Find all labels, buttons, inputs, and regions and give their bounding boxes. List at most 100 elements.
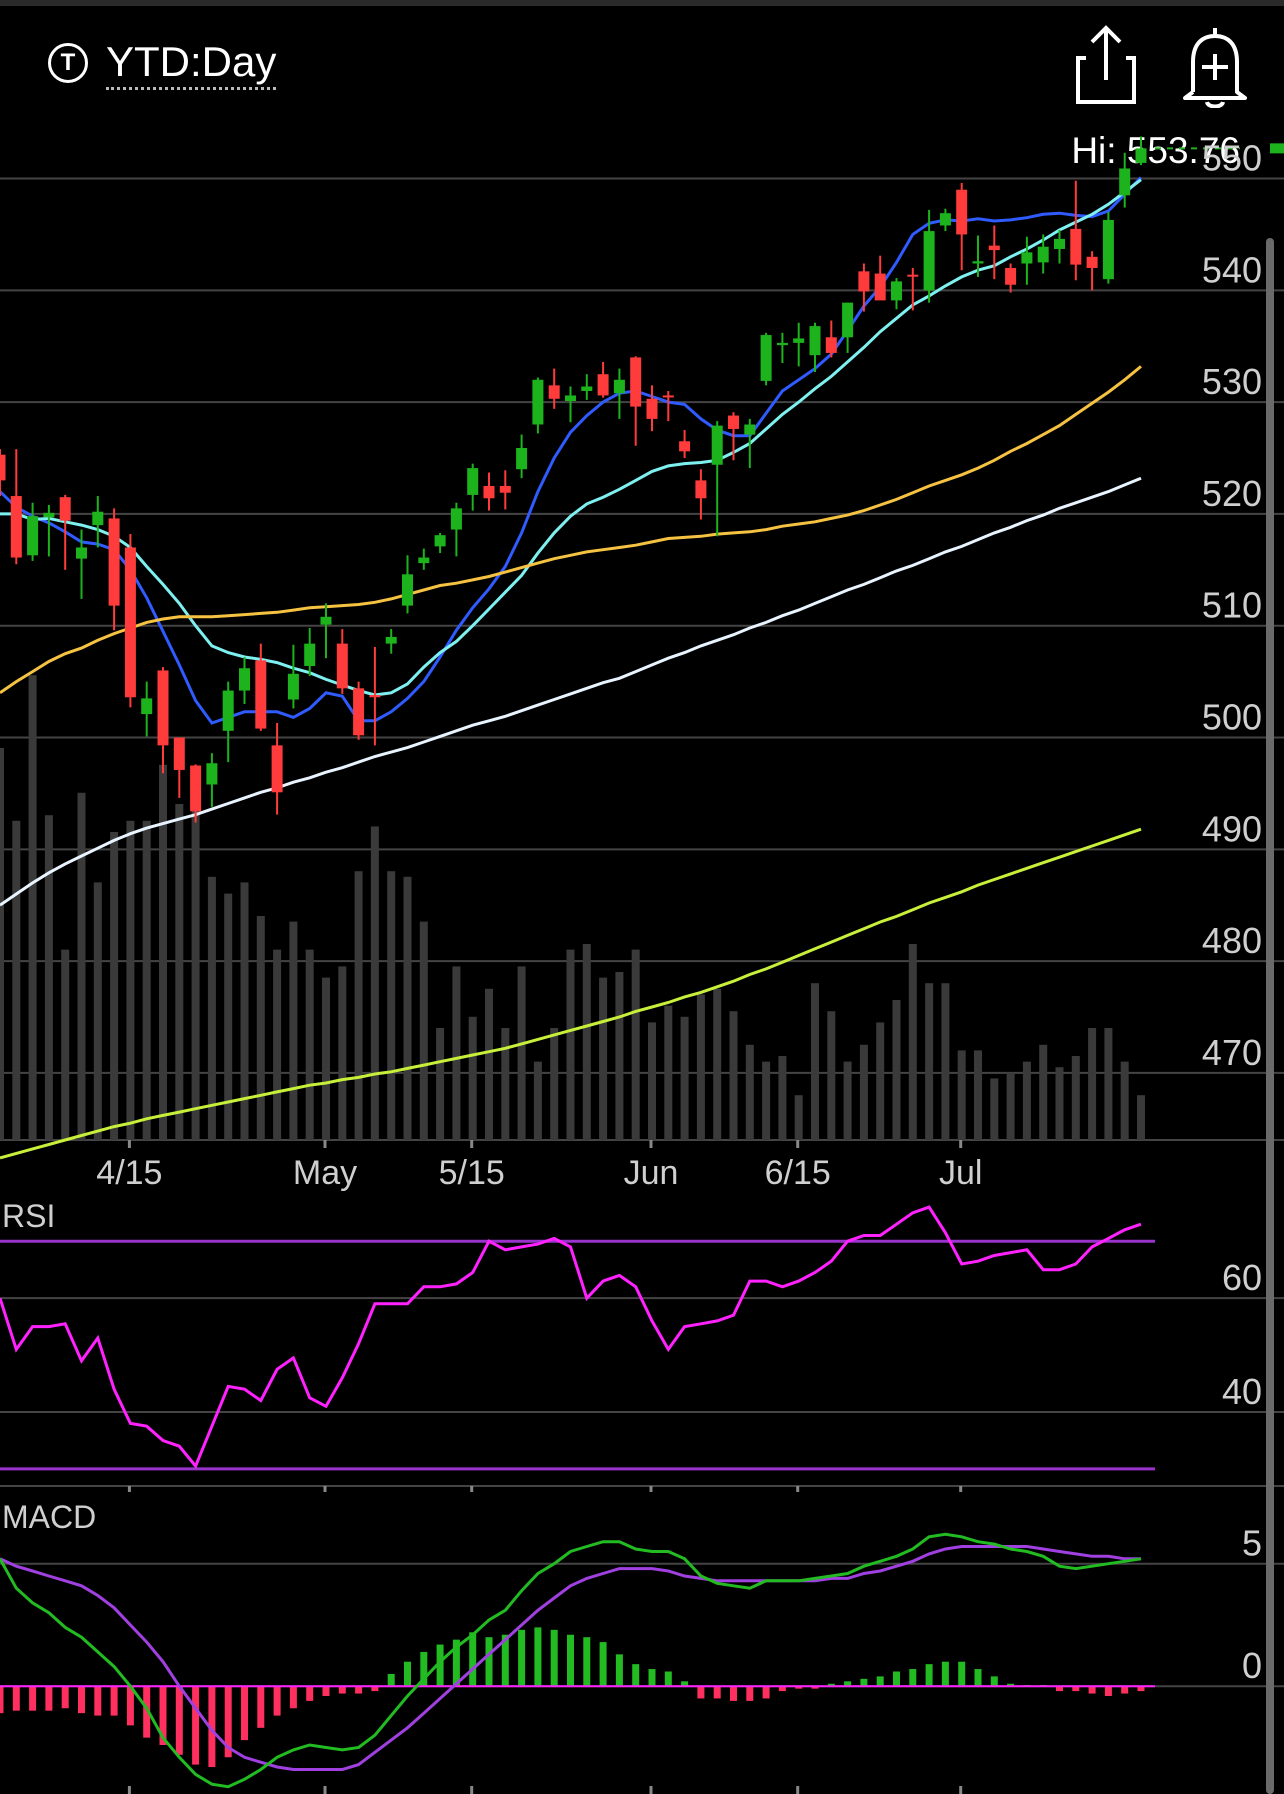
macd-histogram-bar [550, 1629, 558, 1687]
candlestick [320, 603, 332, 659]
candlestick [336, 629, 348, 694]
candlestick [728, 412, 739, 461]
macd-histogram-bar [746, 1686, 754, 1701]
candlestick [548, 368, 560, 409]
macd-histogram-bar [534, 1627, 542, 1687]
volume-bar [419, 921, 428, 1140]
volume-bar [957, 1050, 966, 1140]
macd-histogram-bar [615, 1654, 623, 1687]
candlestick [499, 470, 511, 510]
volume-bar [126, 820, 135, 1140]
candlestick [907, 267, 919, 311]
macd-title: MACD [2, 1499, 96, 1535]
price-tick-label: 530 [1202, 361, 1262, 402]
volume-bar [582, 944, 591, 1140]
volume-bar [175, 804, 184, 1140]
candle-body [157, 670, 169, 746]
candle-body [809, 326, 821, 356]
macd-histogram-bar [958, 1661, 966, 1687]
candle-body [304, 643, 316, 666]
macd-histogram-bar [762, 1686, 770, 1699]
candle-body [10, 496, 22, 558]
candlestick [450, 502, 462, 557]
macd-histogram-bar [355, 1686, 363, 1694]
candlestick [825, 320, 837, 358]
candle-body [972, 261, 984, 264]
candle-body [956, 189, 968, 235]
candle-body [923, 231, 935, 291]
candle-body [124, 547, 136, 698]
bell-plus-icon[interactable] [1180, 22, 1250, 108]
macd-histogram-bar [860, 1678, 868, 1687]
macd-histogram-bar [126, 1686, 134, 1726]
volume-bar [273, 949, 282, 1140]
macd-histogram-bar [844, 1681, 852, 1687]
candle-body [92, 511, 104, 526]
volume-bar [648, 1022, 656, 1140]
price-tick-label: 490 [1202, 808, 1262, 849]
volume-bar [403, 876, 412, 1140]
price-tick-label: 550 [1202, 138, 1262, 179]
candlestick [939, 208, 951, 232]
macd-histogram-bar [632, 1664, 640, 1687]
candle-body [516, 447, 528, 470]
x-axis-label: 4/15 [96, 1154, 162, 1192]
candlestick [141, 681, 153, 737]
candle-body [369, 695, 381, 698]
share-icon[interactable] [1074, 24, 1138, 108]
candlestick [891, 278, 902, 310]
candlestick [956, 183, 968, 271]
candlestick [206, 753, 218, 807]
volume-bar [289, 921, 298, 1140]
candle-body [353, 688, 365, 736]
candlestick [1005, 263, 1017, 293]
volume-bar [941, 983, 950, 1140]
volume-bar [93, 882, 102, 1140]
volume-bar [729, 1011, 738, 1140]
candle-body [190, 765, 202, 812]
candle-body [842, 302, 854, 338]
macd-histogram-bar [1072, 1686, 1080, 1692]
macd-histogram-bar [273, 1686, 281, 1716]
volume-bar [843, 1061, 852, 1140]
macd-histogram-bar [241, 1686, 248, 1741]
macd-histogram-bar [827, 1683, 835, 1687]
volume-bar [1104, 1028, 1113, 1140]
candlestick [27, 502, 39, 561]
candle-body [679, 441, 691, 452]
rsi-tick-label: 60 [1222, 1257, 1262, 1298]
period-selector[interactable]: T YTD:Day [48, 38, 277, 90]
volume-bar [1006, 1072, 1015, 1140]
rsi-title: RSI [2, 1198, 55, 1234]
macd-histogram-bar [1007, 1683, 1015, 1687]
candlestick [532, 377, 544, 434]
candlestick [776, 332, 788, 364]
macd-histogram-bar [306, 1686, 314, 1701]
x-axis-label: 6/15 [765, 1154, 831, 1192]
candlestick [662, 390, 674, 422]
candlestick [630, 356, 642, 446]
top-border [0, 0, 1284, 6]
macd-histogram-bar [730, 1686, 737, 1701]
ticker-badge-icon: T [48, 43, 88, 83]
candle-body [1037, 246, 1049, 263]
candle-body [206, 763, 218, 785]
candle-body [711, 425, 723, 465]
volume-bar [990, 1078, 999, 1140]
vertical-scrollbar[interactable] [1266, 238, 1274, 1794]
macd-histogram-bar [648, 1669, 656, 1687]
candlestick [988, 225, 1000, 280]
candlestick [760, 332, 772, 386]
candlestick [613, 368, 625, 419]
candlestick [385, 629, 397, 654]
price-tick-label: 500 [1202, 697, 1262, 738]
volume-bar [44, 815, 53, 1140]
candle-body [271, 745, 283, 793]
macd-histogram-bar [681, 1681, 689, 1687]
moving-average-line [0, 365, 1142, 695]
candle-body [613, 379, 625, 394]
candle-body [581, 386, 593, 391]
volume-bar [827, 1011, 836, 1140]
macd-histogram-bar [664, 1671, 672, 1687]
